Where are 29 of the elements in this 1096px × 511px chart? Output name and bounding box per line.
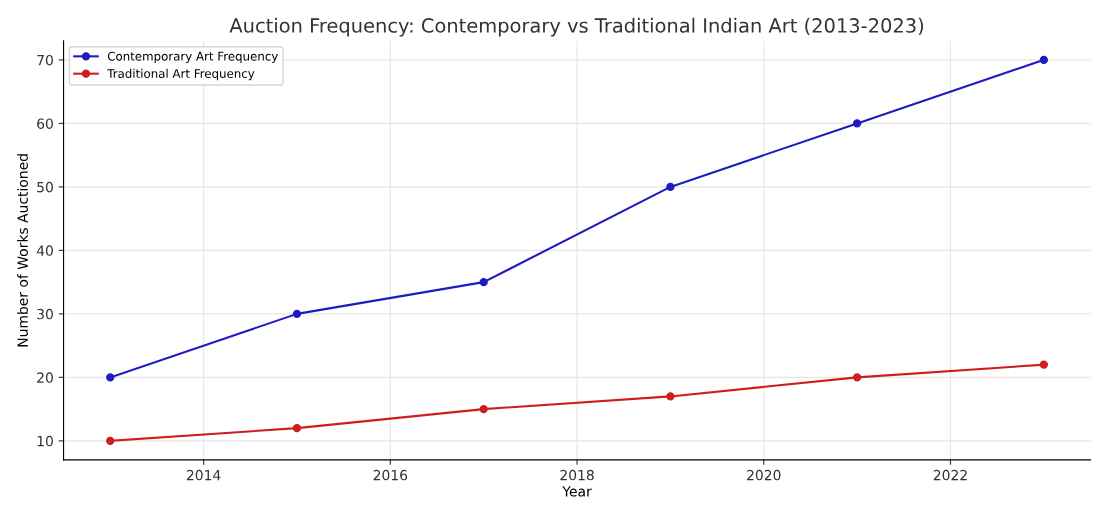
point [666,392,675,401]
chart-title: Auction Frequency: Contemporary vs Traditional Indian Art (2013-2023) [229,17,924,37]
y-tick-label: 30 [37,308,53,320]
point [1039,360,1049,369]
point [852,373,862,382]
x-tick-label: 2020 [747,469,781,481]
point [479,277,488,287]
point [106,373,115,382]
point [292,309,302,319]
x-tick-label: 2018 [560,469,594,481]
x-axis-title: Year [562,486,592,497]
point [852,119,862,128]
y-tick-label: 70 [37,54,53,66]
x-tick-label: 2022 [933,469,967,481]
y-tick-label: 10 [37,435,53,447]
point [106,436,115,446]
y-tick-label: 40 [36,245,53,256]
y-axis-title: Number of Works Auctioned [17,154,28,347]
y-tick-label: 60 [37,118,53,129]
point [1039,55,1049,65]
legend-label: Traditional Art Frequency [107,68,255,81]
point [479,404,488,414]
point [666,182,675,192]
y-tick-label: 20 [37,372,53,383]
y-tick-label: 50 [37,181,53,193]
x-tick-label: 2016 [373,469,408,481]
point [292,423,302,433]
x-tick-label: 2014 [186,469,221,481]
legend-label: Contemporary Art Frequency [107,51,278,63]
